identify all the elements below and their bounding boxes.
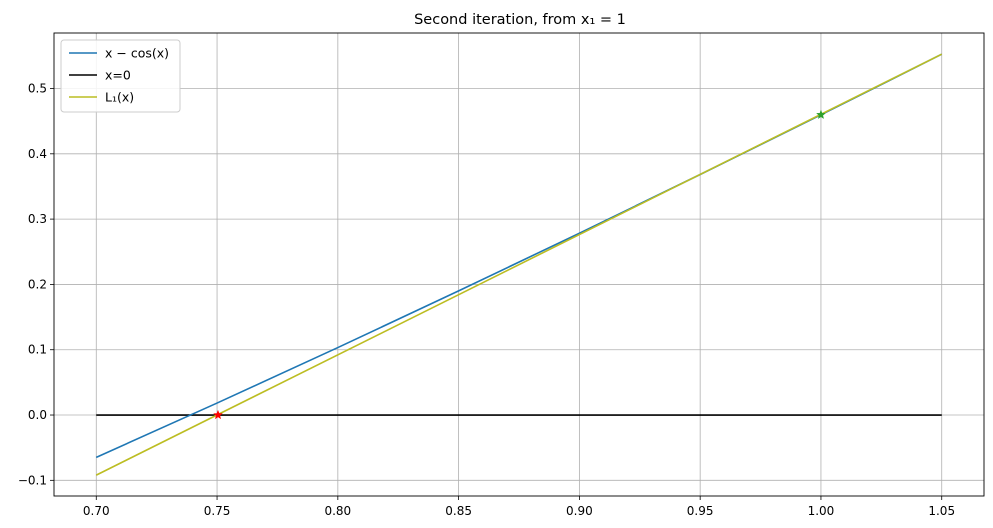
axes-frame	[53, 32, 985, 497]
y-tick-label: 0.5	[28, 82, 47, 96]
legend-label-1: x=0	[105, 68, 131, 83]
y-tick-label: 0.0	[28, 408, 47, 422]
legend-label-0: x − cos(x)	[105, 46, 169, 61]
y-tick-label: 0.3	[28, 212, 47, 226]
chart-title: Second iteration, from x₁ = 1	[414, 12, 626, 28]
x-tick-label: 0.90	[566, 504, 593, 518]
x-axis-ticks: 0.70 0.75 0.80 0.85 0.90 0.95 1.00 1.05	[83, 496, 955, 518]
legend: x − cos(x) x=0 L₁(x)	[60, 39, 181, 113]
plot-markers	[213, 109, 826, 420]
star-marker-1	[213, 409, 223, 420]
x-tick-label: 0.70	[83, 504, 110, 518]
y-tick-label: −0.1	[18, 473, 47, 487]
series-line-2	[95, 53, 943, 476]
plot-lines	[95, 53, 943, 476]
x-tick-label: 0.85	[445, 504, 472, 518]
legend-box	[60, 39, 181, 113]
y-axis-ticks: −0.1 0.0 0.1 0.2 0.3 0.4 0.5	[18, 82, 54, 487]
x-tick-label: 1.00	[808, 504, 835, 518]
star-marker-0	[815, 109, 826, 120]
legend-label-2: L₁(x)	[105, 90, 134, 105]
y-tick-label: 0.1	[28, 343, 47, 357]
x-tick-label: 0.95	[687, 504, 714, 518]
y-tick-label: 0.2	[28, 277, 47, 291]
y-tick-label: 0.4	[28, 147, 47, 161]
x-tick-label: 0.75	[204, 504, 231, 518]
x-tick-label: 1.05	[928, 504, 955, 518]
x-tick-label: 0.80	[324, 504, 351, 518]
